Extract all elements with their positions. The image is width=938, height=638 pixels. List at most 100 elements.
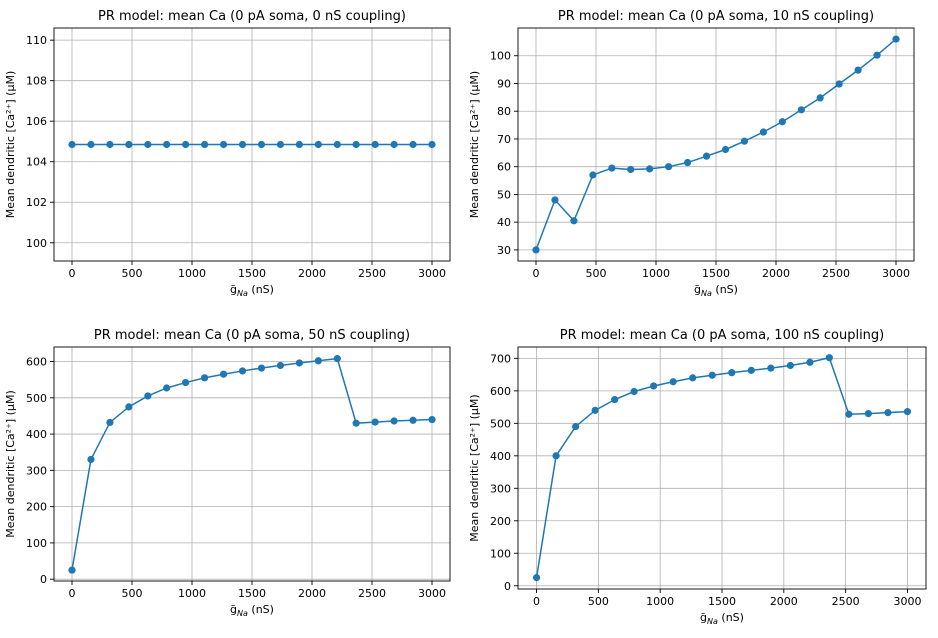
x-tick-label: 3000 [893, 595, 921, 608]
data-point [125, 140, 133, 149]
y-axis-label: Mean dendritic [Ca²⁺] (μM) [4, 71, 17, 218]
data-point [257, 364, 266, 372]
y-tick-label: 60 [497, 161, 511, 174]
data-point [767, 364, 775, 372]
data-point [646, 165, 654, 173]
data-point [864, 409, 872, 418]
y-axis-label: Mean dendritic [Ca²⁺] (μM) [468, 71, 481, 218]
x-axis-label: ḡNa (nS) [694, 283, 738, 298]
data-point [182, 378, 190, 387]
x-axis-label: ḡNa (nS) [230, 283, 274, 298]
x-tick-label: 500 [586, 267, 607, 280]
data-point [786, 361, 794, 370]
x-tick-label: 2500 [832, 595, 860, 608]
data-point [892, 35, 900, 43]
series-line [535, 356, 908, 578]
x-tick-label: 500 [588, 595, 609, 608]
y-tick-label: 200 [490, 515, 511, 528]
data-point [650, 382, 658, 390]
data-point [371, 418, 379, 426]
data-point [608, 164, 616, 172]
y-tick-label: 0 [40, 573, 47, 586]
data-point [708, 371, 716, 379]
data-point [409, 416, 417, 424]
data-point [591, 406, 599, 414]
data-point [238, 367, 247, 375]
data-point [903, 408, 912, 416]
chart-title: PR model: mean Ca (0 pA soma, 50 nS coup… [94, 328, 410, 343]
y-tick-label: 200 [26, 501, 47, 514]
data-point [428, 140, 436, 149]
data-point [219, 140, 228, 149]
y-tick-label: 600 [26, 356, 47, 369]
chart-title: PR model: mean Ca (0 pA soma, 0 nS coupl… [98, 9, 406, 24]
data-point [747, 366, 755, 374]
y-tick-label: 500 [26, 392, 47, 405]
data-point [295, 140, 303, 149]
x-tick-label: 0 [69, 587, 76, 600]
x-tick-label: 0 [533, 595, 540, 608]
data-point [854, 66, 862, 74]
data-point [589, 171, 597, 179]
y-tick-label: 40 [497, 216, 511, 229]
data-point [845, 410, 853, 418]
data-point [630, 387, 638, 396]
data-point [238, 140, 247, 149]
data-point [201, 140, 209, 149]
x-tick-label: 1500 [238, 267, 266, 280]
x-tick-label: 0 [69, 267, 76, 280]
data-point [144, 392, 152, 400]
x-tick-label: 1500 [238, 587, 266, 600]
x-tick-label: 1000 [646, 595, 674, 608]
data-point [552, 452, 560, 460]
data-point [532, 574, 541, 582]
y-tick-label: 600 [490, 385, 511, 398]
data-point [390, 140, 398, 149]
data-point [728, 369, 736, 377]
data-point [390, 417, 398, 425]
data-point [257, 140, 266, 149]
y-tick-label: 104 [26, 156, 47, 169]
data-point [825, 354, 833, 362]
data-point [884, 409, 892, 417]
x-tick-label: 2500 [358, 267, 386, 280]
x-tick-label: 3000 [418, 267, 446, 280]
data-point [816, 94, 824, 102]
y-tick-label: 100 [26, 237, 47, 250]
data-point [572, 422, 580, 431]
data-point [683, 158, 692, 167]
x-tick-label: 2000 [762, 267, 790, 280]
data-point [87, 140, 95, 149]
data-point [87, 455, 95, 464]
y-tick-label: 400 [490, 450, 511, 463]
y-tick-label: 700 [490, 352, 511, 365]
x-tick-label: 1000 [178, 267, 206, 280]
data-point [740, 137, 749, 145]
data-point [68, 140, 76, 149]
data-point [611, 396, 619, 404]
y-tick-label: 110 [26, 34, 47, 47]
x-tick-label: 1000 [178, 587, 206, 600]
data-point [409, 140, 417, 149]
data-point [797, 106, 805, 114]
x-tick-label: 3000 [418, 587, 446, 600]
data-point [163, 140, 171, 149]
data-point [125, 403, 133, 411]
y-tick-label: 30 [497, 244, 511, 257]
x-axis-label: ḡNa (nS) [700, 611, 744, 626]
data-point [873, 51, 881, 59]
x-tick-label: 1000 [642, 267, 670, 280]
y-tick-label: 70 [497, 133, 511, 146]
data-point [570, 217, 578, 225]
x-tick-label: 2500 [358, 587, 386, 600]
data-point [314, 140, 322, 149]
x-tick-label: 2500 [822, 267, 850, 280]
data-point [314, 357, 322, 365]
x-tick-label: 1500 [702, 267, 730, 280]
data-point [219, 370, 228, 378]
data-point [551, 196, 559, 204]
